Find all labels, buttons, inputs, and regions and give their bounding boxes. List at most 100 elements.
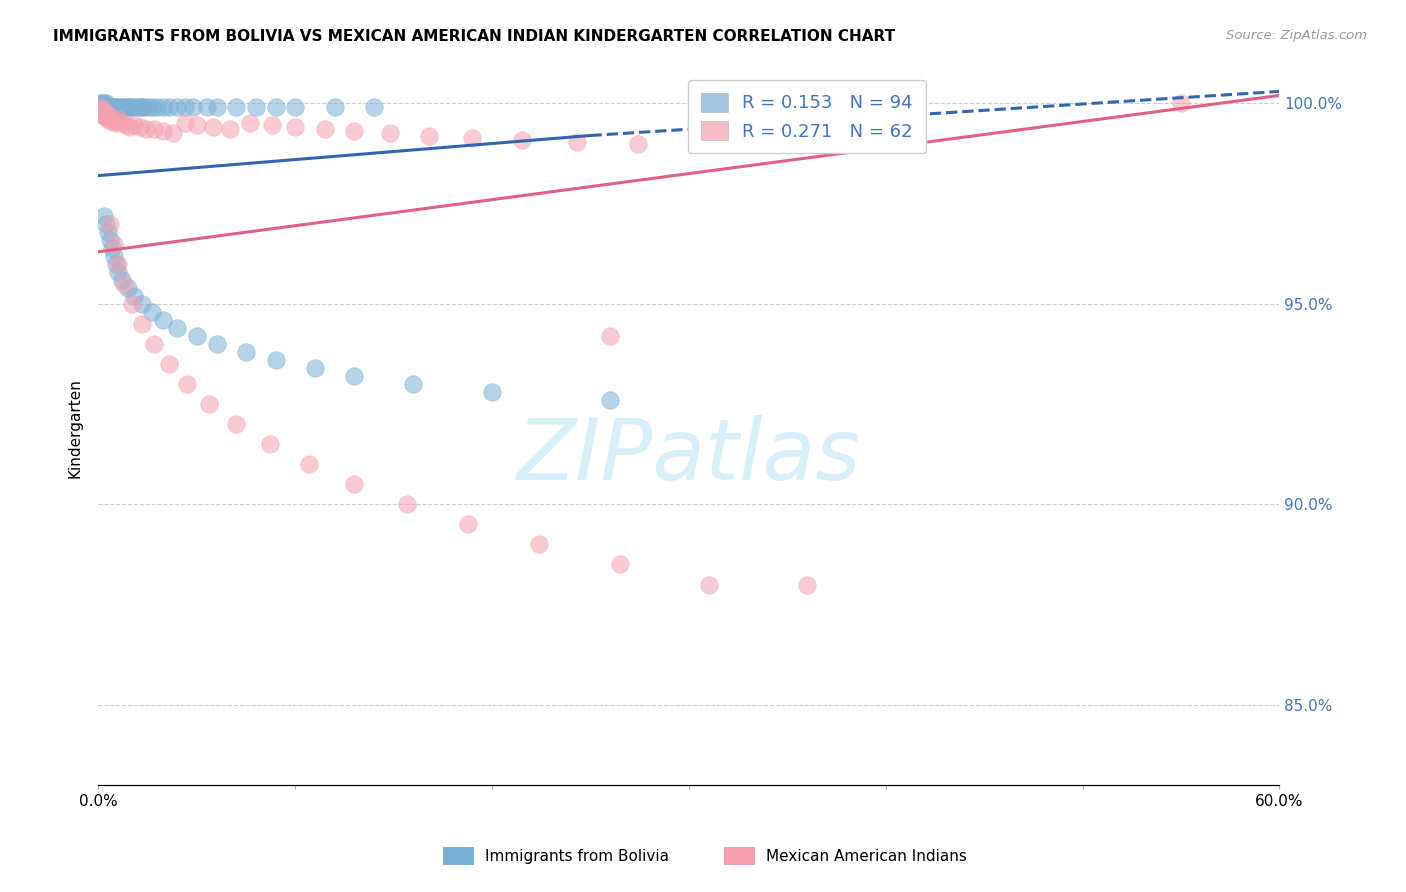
Point [91, 103, 114, 117]
Point [461, 130, 484, 145]
Point [132, 100, 155, 114]
Point [91, 103, 114, 117]
Point [122, 289, 145, 303]
Point [298, 457, 321, 471]
Point [91, 108, 114, 122]
Legend: R = 0.153   N = 94, R = 0.271   N = 62: R = 0.153 N = 94, R = 0.271 N = 62 [689, 80, 925, 153]
Point [245, 100, 267, 114]
Point [107, 100, 129, 114]
Point [108, 100, 131, 114]
Point [89, 100, 111, 114]
Point [105, 257, 128, 271]
Point [627, 136, 650, 151]
Point [235, 345, 257, 359]
Point [91, 98, 114, 112]
Point [93, 108, 115, 122]
Point [107, 103, 129, 117]
Point [96, 111, 118, 125]
Point [98, 217, 121, 231]
Point [98, 104, 121, 119]
Point [101, 112, 124, 127]
Point [152, 124, 174, 138]
Point [103, 236, 125, 251]
Point [205, 337, 228, 351]
Point [93, 106, 115, 120]
Point [98, 106, 121, 120]
Point [115, 100, 138, 114]
Point [157, 357, 180, 371]
Point [260, 119, 283, 133]
Y-axis label: Kindergarten: Kindergarten [67, 378, 83, 478]
Point [174, 100, 197, 114]
Point [91, 100, 114, 114]
Point [107, 257, 129, 271]
Point [105, 116, 128, 130]
Point [108, 103, 131, 117]
Point [98, 233, 121, 247]
Point [101, 104, 124, 119]
Text: Immigrants from Bolivia: Immigrants from Bolivia [485, 849, 669, 863]
Text: Mexican American Indians: Mexican American Indians [766, 849, 967, 863]
Point [97, 225, 120, 239]
Point [128, 120, 150, 135]
Point [599, 393, 621, 408]
Point [1170, 96, 1192, 111]
Point [101, 100, 124, 114]
Point [112, 277, 135, 291]
Point [111, 100, 134, 114]
Point [457, 517, 479, 532]
Point [157, 100, 180, 114]
Point [239, 116, 262, 130]
Point [93, 96, 115, 111]
Point [121, 100, 143, 114]
Point [111, 116, 134, 130]
Point [195, 100, 218, 114]
Point [141, 100, 163, 114]
Point [225, 417, 247, 432]
Point [98, 100, 121, 114]
Point [166, 321, 188, 335]
Point [98, 103, 121, 117]
Point [152, 100, 174, 114]
Text: ZIPatlas: ZIPatlas [517, 415, 860, 499]
Point [131, 100, 153, 114]
Point [118, 100, 141, 114]
Point [91, 96, 114, 111]
Point [89, 104, 111, 119]
Point [201, 120, 224, 135]
Point [103, 249, 125, 263]
Point [96, 217, 118, 231]
Point [565, 135, 588, 149]
Point [510, 132, 533, 146]
Point [89, 104, 111, 119]
Point [418, 128, 440, 143]
Point [93, 100, 115, 114]
Point [93, 209, 115, 223]
Point [117, 281, 139, 295]
Point [97, 112, 120, 127]
Point [103, 114, 125, 128]
Point [96, 106, 118, 120]
Point [181, 100, 204, 114]
Point [128, 100, 150, 114]
Point [103, 103, 125, 117]
Point [101, 103, 124, 117]
Point [117, 100, 139, 114]
Point [93, 108, 115, 122]
Point [107, 265, 129, 279]
Point [96, 103, 118, 117]
Point [174, 116, 197, 130]
Point [225, 100, 247, 114]
Point [162, 127, 184, 141]
Point [284, 120, 307, 135]
Point [111, 273, 134, 287]
Point [112, 100, 135, 114]
Point [91, 106, 114, 120]
Point [304, 361, 326, 376]
Point [121, 297, 143, 311]
Point [264, 353, 287, 368]
Point [93, 104, 115, 119]
Point [186, 329, 208, 343]
Point [396, 497, 419, 511]
Point [343, 124, 366, 138]
